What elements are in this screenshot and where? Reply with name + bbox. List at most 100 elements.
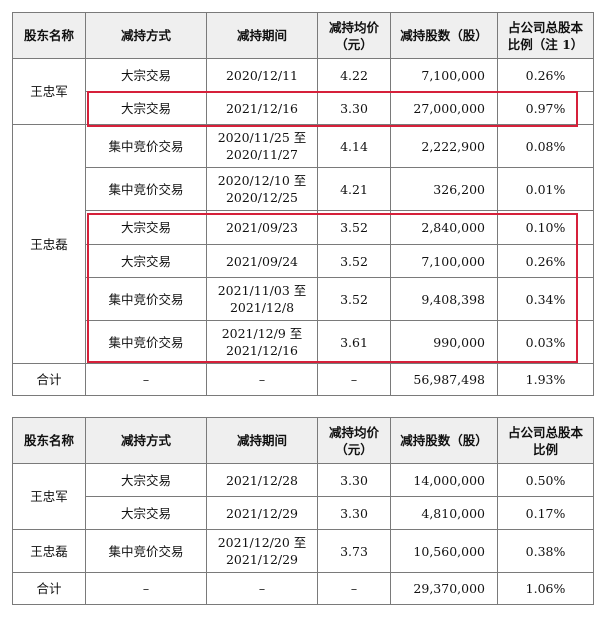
- ratio-cell: 0.10%: [497, 210, 594, 245]
- period-text: 2020/12/10 至 2020/12/25: [217, 173, 307, 205]
- header-period: 减持期间: [206, 417, 318, 464]
- header-method: 减持方式: [85, 417, 207, 464]
- period-cell: 2021/09/23: [206, 210, 318, 245]
- total-price: –: [317, 572, 391, 605]
- header-avg-price-text: 减持均价 （元）: [328, 19, 379, 52]
- price-cell: 4.14: [317, 124, 391, 168]
- period-cell: 2021/12/29: [206, 496, 318, 530]
- method-cell: 集中竞价交易: [85, 277, 207, 321]
- total-label: 合计: [12, 572, 86, 605]
- period-cell: 2020/12/10 至 2020/12/25: [206, 167, 318, 211]
- header-shares: 减持股数（股）: [390, 12, 498, 59]
- header-avg-price-text: 减持均价 （元）: [328, 424, 379, 457]
- header-ratio: 占公司总股本 比例（注 1）: [497, 12, 594, 59]
- shares-cell: 14,000,000: [390, 463, 498, 497]
- total-label: 合计: [12, 363, 86, 396]
- shares-cell: 2,840,000: [390, 210, 498, 245]
- period-text: 2021/12/9 至 2021/12/16: [221, 326, 303, 358]
- header-ratio-text: 占公司总股本 比例: [507, 424, 583, 457]
- price-cell: 3.30: [317, 496, 391, 530]
- shares-cell: 9,408,398: [390, 277, 498, 321]
- price-cell: 3.52: [317, 277, 391, 321]
- total-price: –: [317, 363, 391, 396]
- holder-cell: 王忠磊: [12, 124, 86, 364]
- ratio-cell: 0.97%: [497, 91, 594, 125]
- header-shares: 减持股数（股）: [390, 417, 498, 464]
- ratio-cell: 0.38%: [497, 529, 594, 573]
- holder-cell: 王忠军: [12, 58, 86, 125]
- table-row: 大宗交易 2021/09/23 3.52 2,840,000 0.10%: [13, 210, 594, 245]
- period-cell: 2020/12/11: [206, 58, 318, 92]
- table-row: 大宗交易 2021/12/29 3.30 4,810,000 0.17%: [13, 496, 594, 530]
- shares-cell: 990,000: [390, 320, 498, 364]
- shares-cell: 2,222,900: [390, 124, 498, 168]
- method-cell: 大宗交易: [85, 463, 207, 497]
- header-period: 减持期间: [206, 12, 318, 59]
- price-cell: 3.30: [317, 463, 391, 497]
- price-cell: 3.52: [317, 244, 391, 278]
- table-row: 集中竞价交易 2020/12/10 至 2020/12/25 4.21 326,…: [13, 167, 594, 211]
- method-cell: 集中竞价交易: [85, 529, 207, 573]
- period-cell: 2021/11/03 至 2021/12/8: [206, 277, 318, 321]
- total-method: –: [85, 572, 207, 605]
- method-cell: 集中竞价交易: [85, 124, 207, 168]
- holder-cell: 王忠磊: [12, 529, 86, 573]
- table-row: 集中竞价交易 2021/12/9 至 2021/12/16 3.61 990,0…: [13, 320, 594, 364]
- period-cell: 2021/12/16: [206, 91, 318, 125]
- header-avg-price: 减持均价 （元）: [317, 12, 391, 59]
- price-cell: 4.21: [317, 167, 391, 211]
- holder-cell: 王忠军: [12, 463, 86, 530]
- total-shares: 56,987,498: [390, 363, 498, 396]
- shares-cell: 7,100,000: [390, 58, 498, 92]
- total-shares: 29,370,000: [390, 572, 498, 605]
- total-row: 合计 – – – 29,370,000 1.06%: [12, 572, 594, 605]
- shares-cell: 27,000,000: [390, 91, 498, 125]
- price-cell: 3.30: [317, 91, 391, 125]
- period-text: 2021/11/03 至 2021/12/8: [217, 283, 307, 315]
- total-row: 合计 – – – 56,987,498 1.93%: [12, 363, 594, 396]
- period-cell: 2021/12/9 至 2021/12/16: [206, 320, 318, 364]
- ratio-cell: 0.01%: [497, 167, 594, 211]
- ratio-cell: 0.26%: [497, 58, 594, 92]
- table-header-row: 股东名称 减持方式 减持期间 减持均价 （元） 减持股数（股） 占公司总股本 比…: [12, 417, 594, 464]
- table-row: 王忠军 大宗交易 2020/12/11 4.22 7,100,000 0.26%: [12, 58, 594, 125]
- shares-cell: 4,810,000: [390, 496, 498, 530]
- ratio-cell: 0.34%: [497, 277, 594, 321]
- table-header-row: 股东名称 减持方式 减持期间 减持均价 （元） 减持股数（股） 占公司总股本 比…: [12, 12, 594, 59]
- reduction-table-1: 股东名称 减持方式 减持期间 减持均价 （元） 减持股数（股） 占公司总股本 比…: [12, 12, 594, 396]
- method-cell: 大宗交易: [85, 210, 207, 245]
- shares-cell: 326,200: [390, 167, 498, 211]
- ratio-cell: 0.03%: [497, 320, 594, 364]
- total-ratio: 1.93%: [497, 363, 594, 396]
- period-cell: 2021/12/28: [206, 463, 318, 497]
- header-shareholder: 股东名称: [12, 417, 86, 464]
- method-cell: 大宗交易: [85, 496, 207, 530]
- ratio-cell: 0.17%: [497, 496, 594, 530]
- period-cell: 2020/11/25 至 2020/11/27: [206, 124, 318, 168]
- price-cell: 3.61: [317, 320, 391, 364]
- table-row: 王忠磊 集中竞价交易 2020/11/25 至 2020/11/27 4.14 …: [12, 124, 594, 364]
- method-cell: 集中竞价交易: [85, 320, 207, 364]
- method-cell: 集中竞价交易: [85, 167, 207, 211]
- table-row: 大宗交易 2021/12/16 3.30 27,000,000 0.97%: [13, 91, 594, 125]
- ratio-cell: 0.26%: [497, 244, 594, 278]
- period-cell: 2021/12/20 至 2021/12/29: [206, 529, 318, 573]
- table-row: 集中竞价交易 2021/11/03 至 2021/12/8 3.52 9,408…: [13, 277, 594, 321]
- shares-cell: 7,100,000: [390, 244, 498, 278]
- price-cell: 3.52: [317, 210, 391, 245]
- price-cell: 3.73: [317, 529, 391, 573]
- ratio-cell: 0.50%: [497, 463, 594, 497]
- price-cell: 4.22: [317, 58, 391, 92]
- total-period: –: [206, 363, 318, 396]
- header-ratio: 占公司总股本 比例: [497, 417, 594, 464]
- total-ratio: 1.06%: [497, 572, 594, 605]
- period-text: 2020/11/25 至 2020/11/27: [217, 130, 307, 162]
- header-avg-price: 减持均价 （元）: [317, 417, 391, 464]
- table-row: 王忠磊 集中竞价交易 2021/12/20 至 2021/12/29 3.73 …: [12, 529, 594, 573]
- method-cell: 大宗交易: [85, 244, 207, 278]
- total-period: –: [206, 572, 318, 605]
- reduction-table-2: 股东名称 减持方式 减持期间 减持均价 （元） 减持股数（股） 占公司总股本 比…: [12, 417, 594, 605]
- ratio-cell: 0.08%: [497, 124, 594, 168]
- method-cell: 大宗交易: [85, 91, 207, 125]
- header-shareholder: 股东名称: [12, 12, 86, 59]
